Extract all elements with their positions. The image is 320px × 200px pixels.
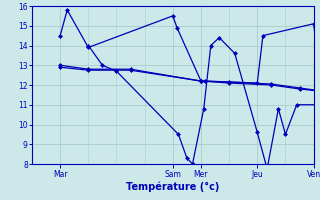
- X-axis label: Température (°c): Température (°c): [126, 181, 220, 192]
